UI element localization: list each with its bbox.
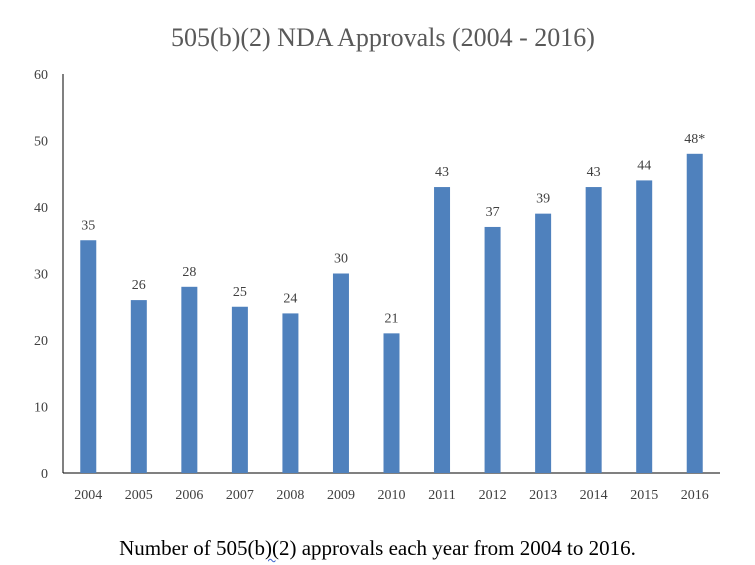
data-label-2007: 25	[233, 285, 247, 300]
data-label-2009: 30	[334, 252, 348, 267]
bars	[80, 153, 703, 474]
x-tick-label-2004: 2004	[74, 488, 102, 503]
y-tick-label-20: 20	[34, 334, 48, 349]
caption-text-end: 2) approvals each year from 2004 to 2016…	[278, 536, 636, 560]
bar-2007	[231, 306, 248, 473]
data-label-2014: 43	[587, 165, 601, 180]
y-tick-label-50: 50	[34, 135, 48, 150]
data-label-2004: 35	[81, 218, 95, 233]
y-tick-label-40: 40	[34, 201, 48, 216]
x-tick-label-2011: 2011	[428, 488, 455, 503]
caption-text-start: Number of 505(b	[119, 536, 265, 560]
x-tick-label-2015: 2015	[630, 488, 658, 503]
y-tick-label-10: 10	[34, 401, 48, 416]
caption-text-spellcheck-mark: )(	[264, 536, 279, 560]
bar-2015	[636, 180, 653, 473]
bar-2016	[686, 153, 703, 474]
bar-2012	[484, 226, 501, 473]
x-tick-label-2005: 2005	[125, 488, 153, 503]
chart-title: 505(b)(2) NDA Approvals (2004 - 2016)	[171, 23, 595, 52]
data-label-2016: 48*	[684, 132, 705, 147]
bar-2010	[383, 333, 400, 473]
bar-chart: 505(b)(2) NDA Approvals (2004 - 2016) 0 1…	[34, 23, 720, 503]
data-label-2008: 24	[283, 291, 297, 306]
data-label-2015: 44	[637, 158, 651, 173]
data-label-2011: 43	[435, 165, 449, 180]
data-label-2006: 28	[182, 265, 196, 280]
bar-2004	[80, 240, 97, 473]
bar-2013	[535, 213, 552, 473]
data-label-2012: 37	[486, 205, 500, 220]
x-tick-label-2009: 2009	[327, 488, 355, 503]
x-tick-label-2006: 2006	[175, 488, 203, 503]
bar-2009	[332, 273, 349, 473]
bar-2006	[181, 286, 198, 473]
y-tick-label-0: 0	[41, 467, 48, 482]
bar-2008	[282, 313, 299, 473]
x-tick-label-2007: 2007	[226, 488, 254, 503]
x-tick-label-2008: 2008	[276, 488, 304, 503]
y-tick-label-60: 60	[34, 68, 48, 83]
bar-2014	[585, 187, 602, 474]
y-tick-label-30: 30	[34, 268, 48, 283]
x-axis-ticks: 2004 2005 2006 2007 2008 2009 2010 2011 2012 2013…	[74, 488, 708, 503]
x-tick-label-2013: 2013	[529, 488, 557, 503]
y-axis-ticks: 0 10 20 30 40 50 60	[34, 68, 48, 482]
x-tick-label-2016: 2016	[681, 488, 709, 503]
data-labels: 35 26 28 25 24 30 21 43 37 39 43 44 48*	[81, 132, 705, 327]
data-label-2005: 26	[132, 278, 146, 293]
bar-2011	[434, 187, 451, 474]
data-label-2010: 21	[385, 311, 399, 326]
x-tick-label-2014: 2014	[580, 488, 608, 503]
x-tick-label-2012: 2012	[479, 488, 507, 503]
figure-caption: Number of 505(b)(2) approvals each year …	[0, 536, 755, 561]
x-tick-label-2010: 2010	[378, 488, 406, 503]
bar-2005	[130, 300, 147, 473]
data-label-2013: 39	[536, 192, 550, 207]
